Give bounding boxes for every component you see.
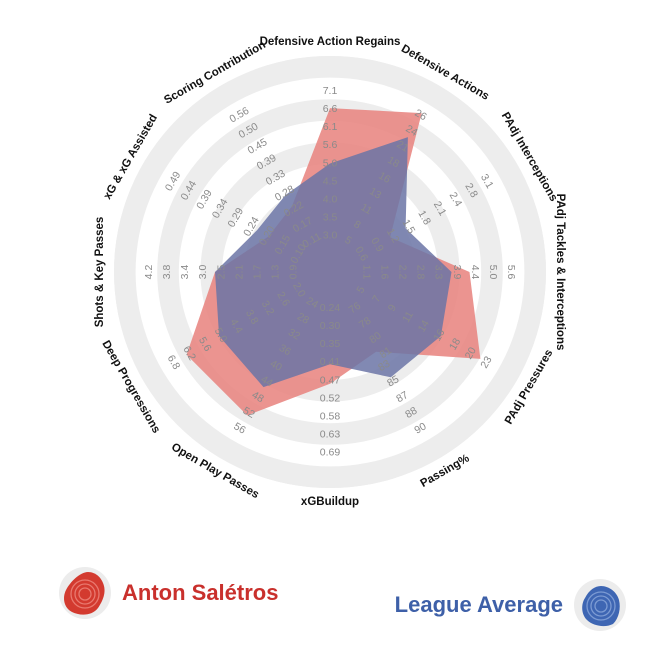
tick-label: 5.0: [323, 157, 338, 169]
tick-label: 24: [403, 123, 419, 139]
legend-player: Anton Salétros: [58, 566, 278, 620]
tick-label: 9: [386, 302, 399, 313]
tick-label: 14: [416, 318, 432, 334]
tick-label: 5: [343, 234, 354, 247]
tick-label: 1.1: [360, 265, 372, 280]
tick-label: 4.5: [323, 175, 338, 187]
tick-label: 0.69: [320, 447, 341, 459]
tick-label: 4.0: [323, 193, 338, 205]
tick-label: 23: [478, 354, 494, 370]
tick-label: 3.9: [451, 265, 463, 280]
tick-label: 6.6: [323, 103, 338, 115]
legend-league-average: League Average: [395, 578, 627, 632]
tick-label: 3.8: [161, 265, 173, 280]
tick-label: 5.6: [505, 265, 517, 280]
tick-label: 0.52: [320, 392, 341, 404]
league-average-legend-icon: [574, 579, 626, 631]
tick-label: 4.4: [469, 265, 481, 280]
axis-label: PAdj Tackles & Interceptions: [554, 194, 566, 351]
tick-label: 18: [385, 154, 401, 170]
player-name: Anton Salétros: [122, 580, 279, 605]
tick-label: 52: [241, 405, 257, 421]
tick-label: 0.30: [320, 320, 341, 332]
tick-label: 26: [413, 107, 429, 123]
tick-label: 0.41: [320, 356, 341, 368]
player-legend-icon: [59, 567, 111, 619]
tick-label: 0.47: [320, 374, 341, 386]
tick-label: 36: [277, 342, 293, 358]
tick-label: 2.1: [233, 265, 245, 280]
tick-label: 7.1: [323, 85, 338, 97]
tick-label: 3.3: [433, 265, 445, 280]
tick-label: 2.5: [215, 265, 227, 280]
tick-label: 85: [385, 373, 401, 389]
tick-label: 4.2: [143, 265, 155, 280]
tick-label: 21: [394, 138, 410, 154]
tick-label: 76: [347, 300, 364, 317]
tick-label: 13: [367, 185, 383, 201]
series-polygon-league-average: [215, 137, 452, 388]
tick-label: 16: [431, 327, 447, 343]
tick-label: 5: [354, 284, 367, 295]
league-average-name: League Average: [394, 592, 563, 617]
axis-label: Shots & Key Passes: [94, 217, 106, 328]
tick-label: 11: [358, 201, 374, 217]
tick-label: 88: [403, 405, 419, 421]
tick-label: 2.8: [415, 265, 427, 280]
tick-label: 0.24: [320, 302, 341, 314]
tick-label: 5.0: [487, 265, 499, 280]
tick-label: 8: [352, 218, 363, 231]
tick-label: 16: [376, 170, 392, 186]
tick-label: 80: [367, 330, 384, 347]
tick-label: 2.2: [397, 265, 409, 280]
tick-label: 40: [268, 358, 284, 374]
axis-label: Defensive Action Regains: [260, 36, 401, 48]
tick-label: 6.1: [323, 121, 338, 133]
tick-label: 1.3: [270, 265, 282, 280]
tick-label: 0.9: [288, 265, 300, 280]
tick-label: 3.4: [179, 265, 191, 280]
tick-label: 0.63: [320, 429, 341, 441]
tick-label: 3.0: [197, 265, 209, 280]
tick-label: 18: [447, 336, 463, 352]
tick-label: 11: [400, 309, 416, 325]
tick-label: 1.7: [251, 265, 263, 280]
tick-label: 28: [295, 311, 311, 327]
tick-label: 78: [357, 315, 374, 332]
tick-label: 1.6: [378, 265, 390, 280]
tick-label: 0.58: [320, 410, 341, 422]
tick-label: 3.5: [323, 212, 338, 224]
tick-label: 44: [259, 373, 275, 389]
tick-label: 0.35: [320, 338, 341, 350]
tick-label: 20: [463, 345, 479, 361]
tick-label: 7: [370, 293, 383, 304]
tick-label: 90: [412, 420, 428, 436]
tick-label: 81: [377, 344, 394, 361]
tick-label: 87: [394, 389, 410, 405]
radar-chart: 3.03.54.04.55.05.66.16.67.15811131618212…: [94, 36, 566, 508]
tick-label: 56: [232, 420, 248, 436]
tick-label: 3.0: [323, 230, 338, 242]
tick-label: 83: [376, 358, 392, 374]
tick-label: 5.6: [323, 139, 338, 151]
tick-label: 24: [304, 295, 320, 311]
tick-label: 32: [286, 326, 302, 342]
axis-label: xGBuildup: [301, 496, 359, 508]
tick-label: 48: [250, 389, 266, 405]
